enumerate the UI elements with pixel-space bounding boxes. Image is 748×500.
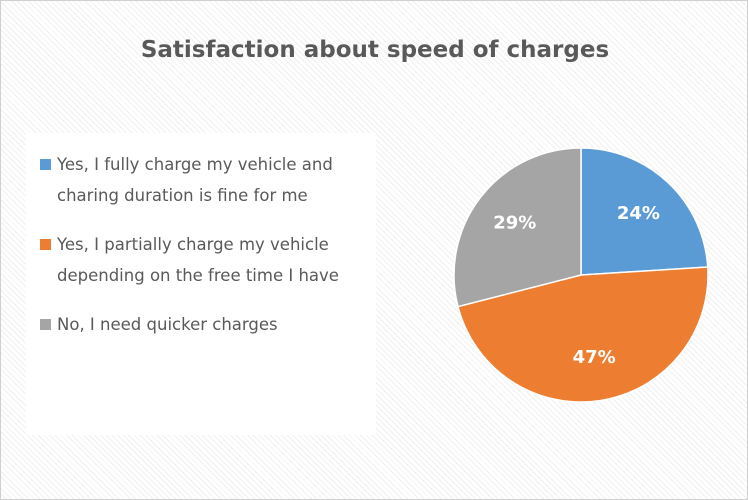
legend-item: Yes, I partially charge my vehicle depen…	[40, 229, 368, 291]
legend-swatch	[40, 319, 51, 330]
pie-slice	[457, 266, 709, 403]
chart-title: Satisfaction about speed of charges	[140, 37, 610, 63]
pie-slice	[580, 147, 709, 276]
data-label: 29%	[493, 213, 536, 234]
data-label: 24%	[617, 203, 660, 224]
legend-label: No, I need quicker charges	[57, 315, 278, 334]
legend-label: Yes, I partially charge my vehicle depen…	[57, 235, 339, 285]
legend-swatch	[40, 159, 51, 170]
legend-item: No, I need quicker charges	[40, 309, 368, 340]
legend-label: Yes, I fully charge my vehicle and chari…	[57, 155, 333, 205]
legend-swatch	[40, 239, 51, 250]
pie-slice	[453, 147, 582, 308]
legend: Yes, I fully charge my vehicle and chari…	[26, 133, 376, 435]
data-label: 47%	[573, 347, 616, 368]
legend-item: Yes, I fully charge my vehicle and chari…	[40, 149, 368, 211]
